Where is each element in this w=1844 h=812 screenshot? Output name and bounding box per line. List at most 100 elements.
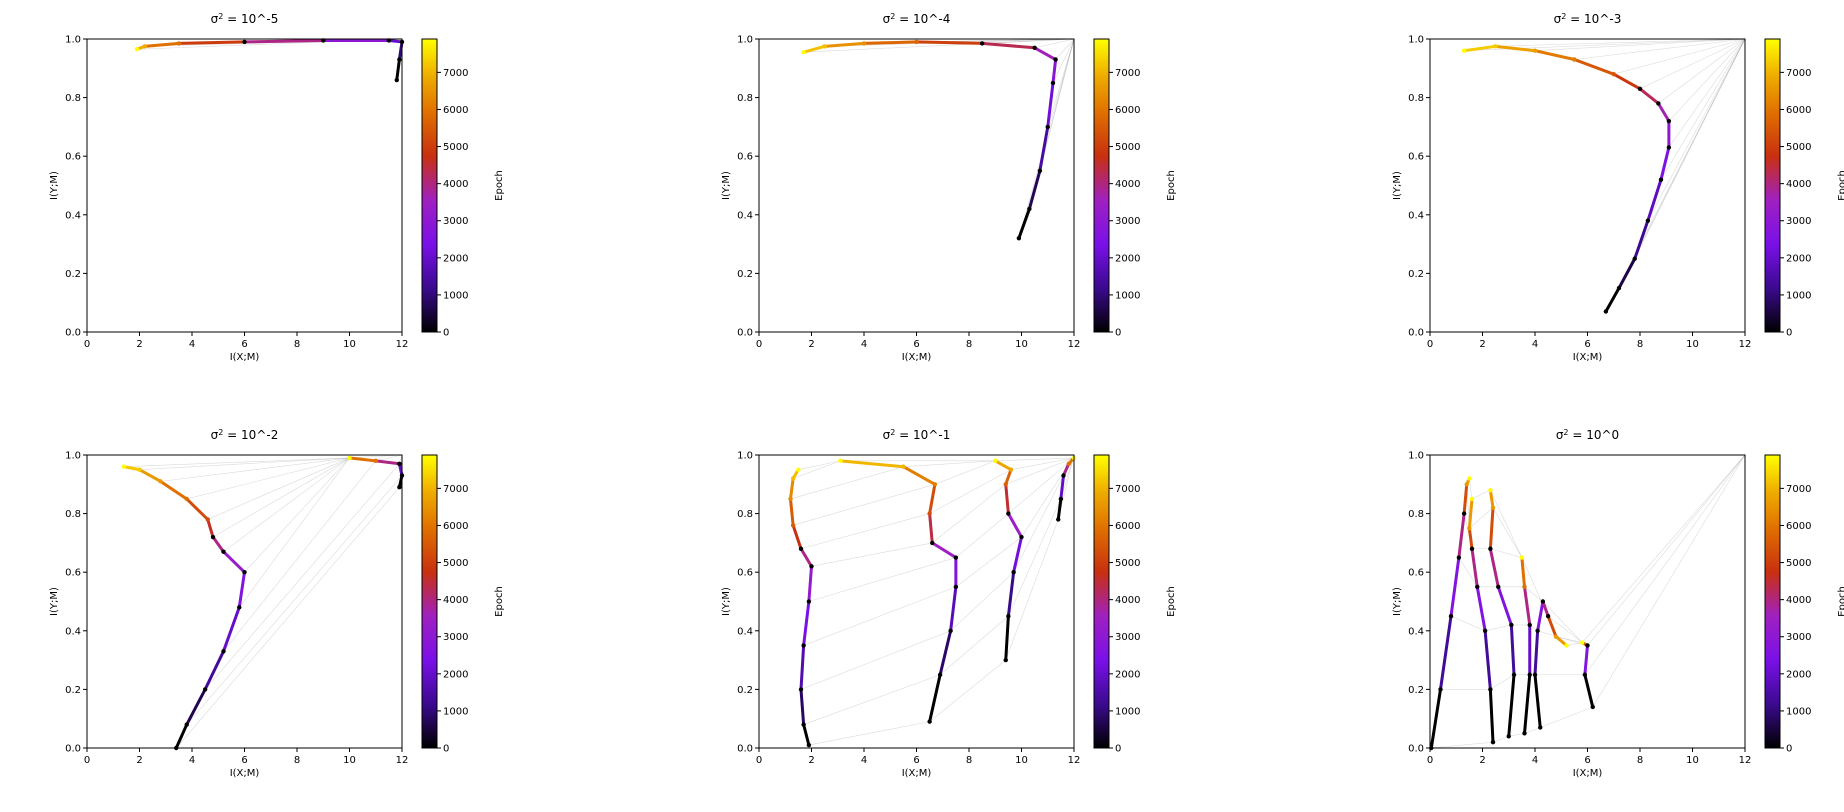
- data-point: [798, 546, 804, 551]
- y-tick-label: 0.4: [737, 626, 753, 637]
- plot-frame: [1429, 454, 1746, 749]
- colorbar-tick-label: 6000: [1786, 521, 1811, 532]
- data-point: [1522, 731, 1527, 736]
- data-point: [1469, 496, 1475, 502]
- connector-line: [176, 487, 400, 749]
- x-tick-label: 10: [1686, 755, 1699, 766]
- colorbar-tick-label: 1000: [1786, 290, 1811, 301]
- colorbar-tick-label: 7000: [443, 68, 468, 79]
- x-tick-label: 12: [396, 339, 409, 350]
- colorbar-tick-label: 2000: [1786, 669, 1811, 680]
- connector-line: [1469, 478, 1473, 499]
- colorbar-tick-label: 5000: [443, 142, 468, 153]
- data-point: [134, 47, 140, 52]
- connector-line: [1613, 38, 1746, 75]
- data-point: [1540, 599, 1546, 604]
- series-segment: [1533, 49, 1576, 62]
- data-point: [1564, 643, 1569, 648]
- colorbar-tick-label: 3000: [1115, 216, 1140, 227]
- data-point: [932, 482, 938, 487]
- title-exponent: = 10^-4: [895, 12, 950, 26]
- data-point: [801, 49, 806, 55]
- colorbar-tick-label: 0: [1786, 328, 1792, 339]
- series-3: [1488, 487, 1517, 739]
- colorbar: [1093, 454, 1110, 749]
- data-point: [901, 464, 906, 469]
- panel-title: σ2 = 10^-4: [883, 12, 951, 27]
- panel-4: σ2 = 10^-20 2 4 6 8 10 120.00.20.40.60.81.0I(X…: [49, 428, 505, 780]
- data-point: [158, 479, 163, 484]
- colorbar-tick-label: 6000: [443, 105, 468, 116]
- series-segment: [928, 512, 934, 545]
- data-point: [1538, 725, 1543, 730]
- y-tick-label: 0.4: [737, 210, 753, 221]
- title-exponent: = 10^-2: [223, 428, 278, 442]
- connector-line: [1005, 457, 1075, 485]
- colorbar-tick-label: 2000: [443, 669, 468, 680]
- colorbar-tick-label: 0: [443, 744, 449, 755]
- connector-line: [223, 457, 350, 552]
- connector-line: [1587, 454, 1746, 646]
- connector-line: [790, 466, 904, 500]
- connector-lines: [803, 38, 1075, 239]
- series-segment: [374, 459, 401, 466]
- connector-line: [982, 38, 1075, 44]
- y-tick-label: 0.8: [65, 509, 81, 520]
- series-segment: [1509, 623, 1516, 677]
- series-segment: [237, 570, 246, 609]
- series-1: [1461, 44, 1672, 314]
- colorbar-tick-label: 3000: [1786, 216, 1811, 227]
- series-4: [1519, 555, 1532, 736]
- data-point: [806, 599, 812, 604]
- connector-line: [955, 536, 1022, 588]
- series-segment: [1449, 556, 1461, 618]
- colorbar: [421, 38, 438, 333]
- data-point: [788, 496, 793, 502]
- y-tick-label: 1.0: [1408, 451, 1424, 462]
- data-point: [1490, 739, 1496, 745]
- x-tick-label: 6: [1584, 755, 1590, 766]
- connector-line: [1052, 38, 1075, 84]
- connector-line: [1013, 475, 1064, 573]
- data-point: [210, 534, 216, 540]
- data-point: [137, 467, 142, 472]
- series-segment: [222, 550, 246, 574]
- connector-line: [955, 513, 1009, 558]
- series-segment: [938, 629, 953, 677]
- connector-line: [1582, 454, 1746, 643]
- colorbar-tick-label: 7000: [1786, 484, 1811, 495]
- connector-line: [1555, 636, 1583, 643]
- series-segment: [1004, 482, 1010, 516]
- data-point: [1045, 124, 1050, 130]
- y-axis-label: I(Y;M): [49, 587, 60, 616]
- colorbar-label: Epoch: [1837, 170, 1844, 201]
- data-point: [809, 564, 814, 569]
- x-tick-label: 0: [1427, 339, 1433, 350]
- series-2: [838, 458, 959, 724]
- series-segment: [1488, 488, 1495, 510]
- title-superscript: 2: [218, 428, 223, 437]
- connector-line: [160, 457, 350, 482]
- series-segment: [1027, 169, 1042, 211]
- connector-line: [1490, 548, 1522, 558]
- y-tick-label: 0.2: [1408, 685, 1424, 696]
- connector-line: [995, 457, 1075, 462]
- x-tick-label: 6: [241, 755, 247, 766]
- series-segment: [1554, 635, 1568, 647]
- series-segment: [1646, 178, 1663, 223]
- colorbar-tick-label: 4000: [443, 595, 468, 606]
- y-tick-label: 0.2: [65, 269, 81, 280]
- x-tick-label: 4: [1532, 339, 1538, 350]
- connector-line: [800, 630, 951, 690]
- data-point: [184, 496, 189, 502]
- colorbar-label: Epoch: [1166, 586, 1177, 617]
- data-point: [1461, 511, 1467, 516]
- colorbar-tick-label: 7000: [443, 484, 468, 495]
- connector-line: [1566, 642, 1583, 646]
- series-segment: [1583, 643, 1589, 677]
- y-tick-label: 1.0: [65, 35, 81, 46]
- data-point: [205, 517, 210, 522]
- series-segment: [203, 649, 225, 691]
- colorbar-tick-label: 2000: [443, 253, 468, 264]
